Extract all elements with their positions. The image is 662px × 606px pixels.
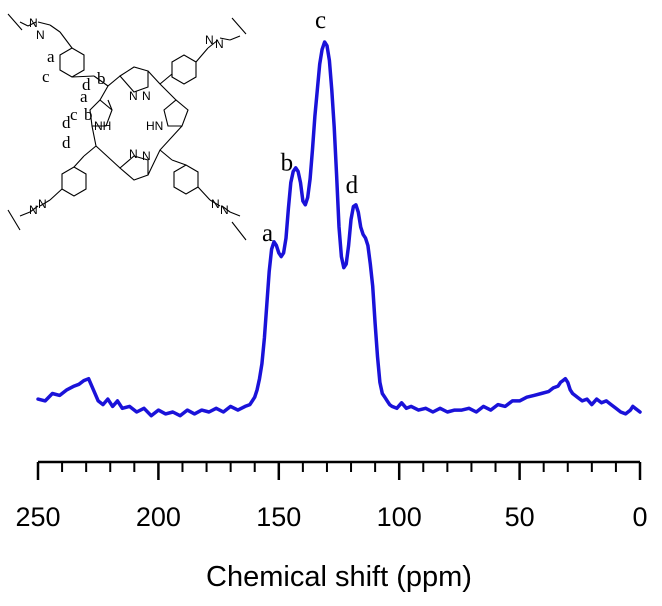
phenyl-ring-top-right	[171, 54, 197, 85]
structure-ring-label: a	[80, 87, 88, 106]
structure-ring-label: d	[62, 113, 71, 132]
pyrrole-ring-top	[119, 66, 149, 93]
structure-ring-label: c	[70, 105, 78, 124]
phenyl-ring-bottom-right	[173, 164, 199, 195]
pyrrole-ring-bottom	[119, 155, 149, 181]
peak-label-b: b	[281, 150, 294, 177]
pyrrole-ring-right	[163, 99, 189, 127]
porphyrin-structure-diagram	[7, 13, 247, 241]
peak-label-d: d	[346, 172, 359, 199]
x-tick-label: 200	[136, 502, 181, 532]
structure-n-label: N	[215, 37, 224, 51]
structure-nh-label: HN	[146, 119, 163, 133]
x-axis-tick-labels: 250 200 150 100 50 0	[15, 502, 647, 532]
azo-link-top-left	[19, 21, 51, 27]
structure-ring-label: b	[97, 69, 106, 88]
structure-nh-label: NH	[94, 119, 111, 133]
structure-n-label: N	[142, 149, 151, 163]
structure-ring-label: a	[47, 47, 55, 66]
structure-n-label: N	[211, 197, 220, 211]
azo-link-bottom-left	[19, 199, 51, 217]
meso-bridges	[83, 70, 183, 176]
pyrrole-ring-left	[89, 99, 113, 127]
structure-n-label: N	[36, 28, 45, 42]
x-axis-ticks	[36, 462, 642, 480]
peak-label-c: c	[315, 7, 326, 34]
x-tick-label: 100	[377, 502, 422, 532]
x-tick-label: 250	[15, 502, 60, 532]
azo-link-bottom-right	[209, 199, 241, 217]
structure-ring-label: c	[42, 67, 50, 86]
peak-label-a: a	[262, 220, 273, 247]
structure-ring-label: d	[82, 75, 91, 94]
structure-n-label: N	[38, 197, 47, 211]
azo-link-top-right	[207, 35, 241, 49]
x-axis-title: Chemical shift (ppm)	[206, 561, 472, 593]
structure-n-label: N	[129, 147, 138, 161]
structure-n-label: N	[29, 16, 38, 30]
structure-n-label: N	[142, 89, 151, 103]
x-tick-label: 150	[256, 502, 301, 532]
phenyl-ring-top-left	[59, 47, 85, 78]
structure-ring-label: b	[84, 105, 93, 124]
phenyl-ring-bottom-left	[61, 166, 87, 197]
x-tick-label: 0	[632, 502, 647, 532]
structure-ring-label: d	[62, 133, 71, 152]
structure-n-label: N	[205, 33, 214, 47]
structure-n-label: N	[29, 203, 38, 217]
structure-n-label: N	[220, 203, 229, 217]
polymer-brackets	[7, 13, 247, 241]
spectrum-line	[36, 40, 642, 418]
peak-labels: a b c d	[262, 7, 359, 247]
x-tick-label: 50	[505, 502, 535, 532]
structure-n-label: N	[129, 89, 138, 103]
